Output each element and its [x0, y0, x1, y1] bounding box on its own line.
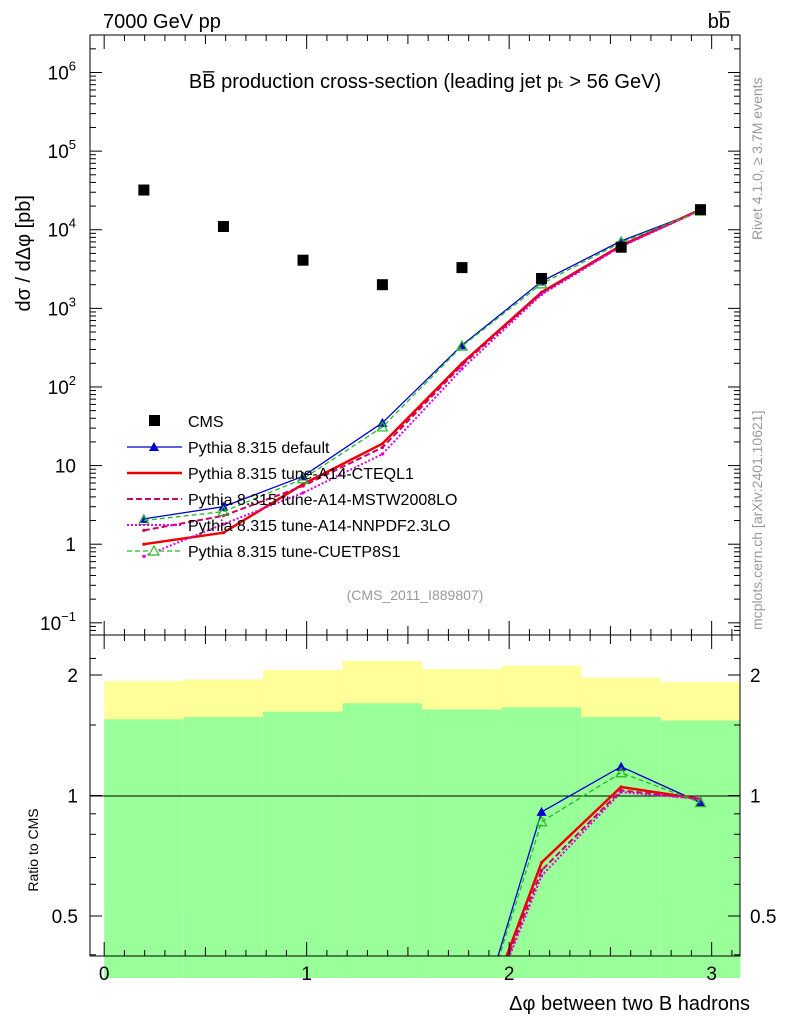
ratio-marker	[539, 874, 544, 878]
ratio-y-tick-label-right: 1	[750, 787, 761, 808]
y-tick-label: 103	[48, 294, 76, 320]
rivet-label: Rivet 4.1.0, ≥ 3.7M events	[749, 77, 765, 240]
ratio-inner-band	[263, 711, 343, 979]
legend-label: Pythia 8.315 tune-A14-CTEQL1	[188, 466, 414, 483]
ratio-inner-band	[342, 703, 423, 979]
main-x-ticks	[103, 35, 733, 635]
series-marker	[142, 542, 146, 546]
ratio-x-axis: 0 1 2 3	[99, 635, 733, 985]
ratio-marker	[615, 766, 628, 778]
ratio-marker	[539, 868, 544, 872]
ratio-y-axis: 0.5 0.5 1 1 2 2	[52, 657, 776, 956]
ratio-x-tick-label: 1	[301, 964, 312, 985]
y-tick-label: 10−1	[40, 609, 76, 635]
cms-data-point	[297, 254, 309, 266]
series-marker	[217, 505, 230, 517]
legend-marker	[149, 415, 160, 426]
ratio-y-tick-label-right: 2	[750, 666, 761, 687]
series-marker	[380, 442, 384, 446]
ratio-y-tick-label-left: 0.5	[52, 907, 78, 928]
ratio-marker	[535, 815, 548, 827]
main-y-label: dσ / dΔφ [pb]	[13, 195, 35, 312]
ratio-panel: 0.5 0.5 1 1 2 2 0 1 2 3 Ratio to CMS Δφ between …	[25, 634, 776, 1015]
ratio-y-label: Ratio to CMS	[25, 808, 41, 891]
cms-data-point	[217, 220, 229, 232]
y-tick-label: 104	[48, 216, 76, 242]
ratio-x-tick-label: 2	[504, 964, 515, 985]
series-marker	[455, 339, 468, 351]
header-right: bb̅	[708, 10, 731, 33]
y-tick-label: 102	[48, 373, 76, 399]
legend-label: Pythia 8.315 tune-CUETP8S1	[188, 544, 401, 561]
series-line-4	[143, 209, 701, 558]
legend: CMS Pythia 8.315 default Pythia 8.315 tune…	[127, 414, 457, 561]
series-marker	[376, 420, 389, 432]
series-marker	[301, 484, 305, 488]
ratio-marker	[619, 790, 623, 794]
legend-marker	[147, 544, 161, 556]
y-tick-label: 1	[65, 535, 76, 556]
legend-label: Pythia 8.315 tune-A14-NNPDF2.3LO	[188, 518, 450, 535]
y-tick-label: 105	[48, 137, 76, 163]
series-marker	[460, 367, 464, 371]
ratio-line-3	[508, 791, 701, 956]
ratio-inner-band	[183, 717, 264, 979]
series-marker	[460, 363, 464, 367]
main-panel: 10−1 1 10 102 103 104 105 106 (CMS_2011_I889807…	[13, 34, 741, 636]
series-marker	[380, 452, 384, 456]
ratio-x-tick-label: 0	[99, 964, 110, 985]
ratio-inner-band	[104, 719, 184, 979]
ratio-marker	[616, 761, 627, 771]
mcplots-label: mcplots.cern.ch [arXiv:2401.10621]	[749, 411, 765, 630]
ratio-line-1	[505, 785, 701, 956]
y-tick-label: 10	[55, 457, 76, 478]
ratio-y-tick-label-left: 2	[67, 666, 78, 687]
ratio-y-tick-label-right: 0.5	[750, 907, 776, 928]
series-marker	[221, 522, 226, 526]
series-marker	[142, 528, 146, 532]
series-marker	[301, 491, 305, 495]
main-y-axis: 10−1 1 10 102 103 104 105 106	[40, 34, 740, 636]
series-marker	[142, 554, 146, 558]
ratio-inner-band	[422, 709, 502, 979]
ratio-line-0	[497, 765, 701, 956]
cms-data-point	[456, 262, 468, 274]
legend-label: Pythia 8.315 default	[188, 440, 330, 457]
cms-data-point	[138, 184, 150, 196]
analysis-watermark: (CMS_2011_I889807)	[347, 587, 484, 603]
chart-title: BB̅ production cross-section (leading je…	[189, 70, 661, 93]
series-line-1	[143, 209, 701, 520]
ratio-y-tick-label-left: 1	[67, 787, 78, 808]
series-marker	[539, 292, 544, 297]
ratio-marker	[539, 860, 544, 865]
ratio-series-group	[497, 761, 707, 956]
ratio-line-2	[507, 789, 701, 956]
cms-data-point	[376, 279, 388, 291]
ratio-series-clipped	[497, 761, 707, 956]
series-marker	[297, 472, 310, 484]
ratio-uncertainty-bands	[104, 660, 741, 979]
series-line-3	[143, 209, 701, 532]
cms-data-point	[536, 272, 548, 284]
series-marker	[380, 445, 384, 450]
ratio-inner-band	[581, 717, 661, 979]
series-marker	[221, 531, 226, 535]
y-tick-label: 106	[48, 59, 76, 85]
ratio-marker	[694, 796, 707, 808]
ratio-x-tick-label: 3	[706, 964, 717, 985]
legend-marker	[149, 442, 159, 451]
main-series-group	[137, 184, 707, 558]
ratio-marker	[536, 806, 547, 816]
x-axis-label: Δφ between two B hadrons	[509, 993, 750, 1015]
cms-data-point	[615, 241, 627, 253]
ratio-inner-band	[660, 720, 741, 979]
cms-data-point	[695, 204, 707, 216]
legend-label: Pythia 8.315 tune-A14-MSTW2008LO	[188, 492, 457, 509]
legend-label: CMS	[188, 414, 224, 431]
ratio-marker	[619, 785, 623, 789]
header-left: 7000 GeV pp	[103, 11, 221, 33]
